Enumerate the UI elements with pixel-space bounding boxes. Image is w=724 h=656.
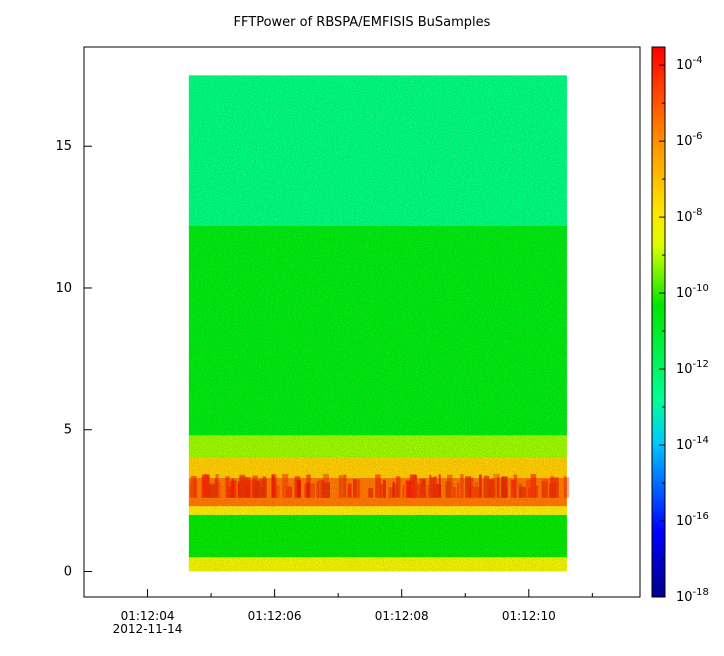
x-tick-label: 01:12:06: [248, 609, 302, 623]
colorbar-tick-label: 10-14: [676, 435, 709, 453]
y-tick-label: 0: [64, 564, 72, 579]
y-axis: 0 5 10 15: [55, 139, 92, 579]
chart-title: FFTPower of RBSPA/EMFISIS BuSamples: [233, 15, 491, 30]
colorbar-tick-label: 10-10: [676, 283, 709, 301]
colorbar-tick-label: 10-8: [676, 207, 703, 225]
x-tick-label: 01:12:08: [375, 609, 429, 623]
x-tick-label: 01:12:10: [502, 609, 556, 623]
colorbar-tick-label: 10-6: [676, 131, 703, 149]
x-tick-label: 01:12:04: [121, 609, 175, 623]
colorbar-tick-label: 10-16: [676, 511, 709, 529]
x-axis: 01:12:04 01:12:06 01:12:08 01:12:10 2012-11-…: [113, 589, 593, 636]
y-tick-label: 5: [64, 423, 72, 438]
plot-frame: [83, 46, 641, 598]
colorbar-tick-label: 10-18: [676, 587, 709, 605]
y-tick-label: 10: [55, 281, 72, 296]
y-tick-label: 15: [55, 139, 72, 154]
colorbar-tick-label: 10-4: [676, 55, 703, 73]
colorbar-axis: 10-18 10-16 10-14 10-12 10-10 10-8 10-6 10-4: [659, 55, 709, 605]
spectrogram-texture-light: [188, 75, 567, 572]
x-date-label: 2012-11-14: [113, 622, 183, 636]
colorbar-tick-label: 10-12: [676, 359, 709, 377]
colorbar: [651, 46, 666, 598]
